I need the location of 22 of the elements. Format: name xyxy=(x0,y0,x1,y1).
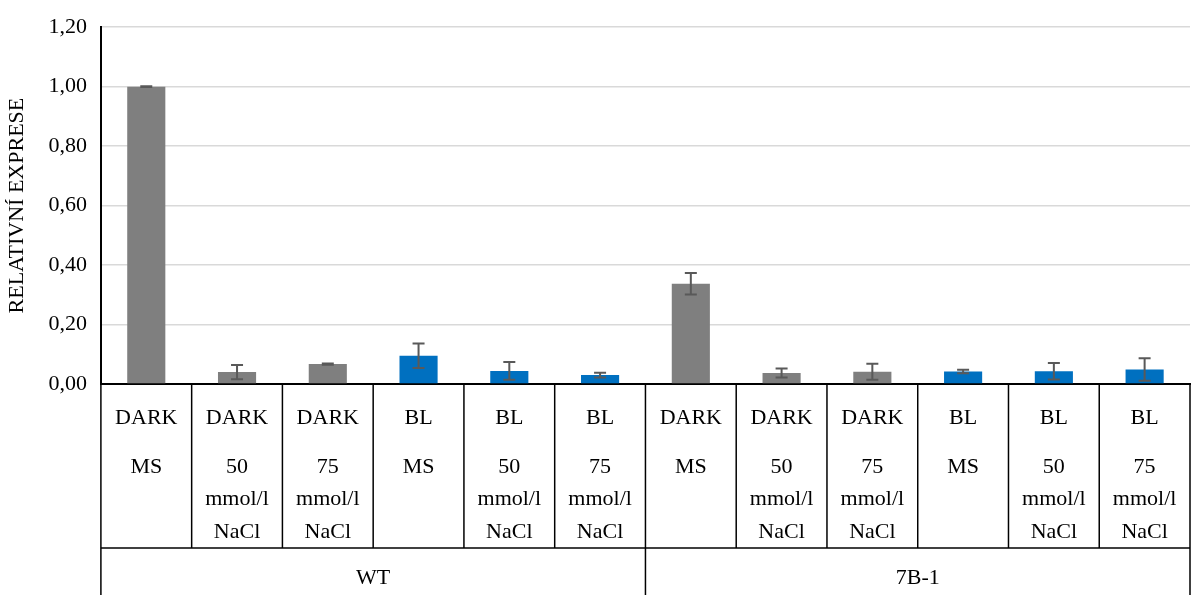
x-tick-label: BL MS xyxy=(947,403,979,478)
x-tick-label: BL 50 mmol/l NaCl xyxy=(1022,403,1086,543)
x-tick-label: DARK 50 mmol/l NaCl xyxy=(749,403,814,543)
x-tick-label: BL 75 mmol/l NaCl xyxy=(568,403,632,543)
y-tick-label: 0,40 xyxy=(48,250,87,276)
y-tick-label: 1,20 xyxy=(48,12,87,38)
y-tick-label: 0,20 xyxy=(48,310,87,336)
y-tick-label: 0,60 xyxy=(48,191,87,217)
x-tick-label: DARK 50 mmol/l NaCl xyxy=(205,403,269,543)
y-axis-title: RELATIVNÍ EXPRESE xyxy=(2,97,28,314)
x-tick-label: DARK 75 mmol/l NaCl xyxy=(840,403,905,543)
x-tick-label: DARK 75 mmol/l NaCl xyxy=(296,403,360,543)
y-tick-label: 0,00 xyxy=(48,369,87,395)
x-tick-label: DARK MS xyxy=(115,403,178,478)
y-tick-label: 0,80 xyxy=(48,131,87,157)
x-tick-label: BL MS xyxy=(402,403,435,478)
x-tick-label: BL 50 mmol/l NaCl xyxy=(477,403,542,543)
x-tick-label: BL 75 mmol/l NaCl xyxy=(1112,403,1177,543)
y-tick-label: 1,00 xyxy=(48,72,87,98)
text: 7B-1 xyxy=(895,563,940,589)
x-tick-label: DARK MS xyxy=(659,403,723,478)
text: WT xyxy=(356,563,391,589)
